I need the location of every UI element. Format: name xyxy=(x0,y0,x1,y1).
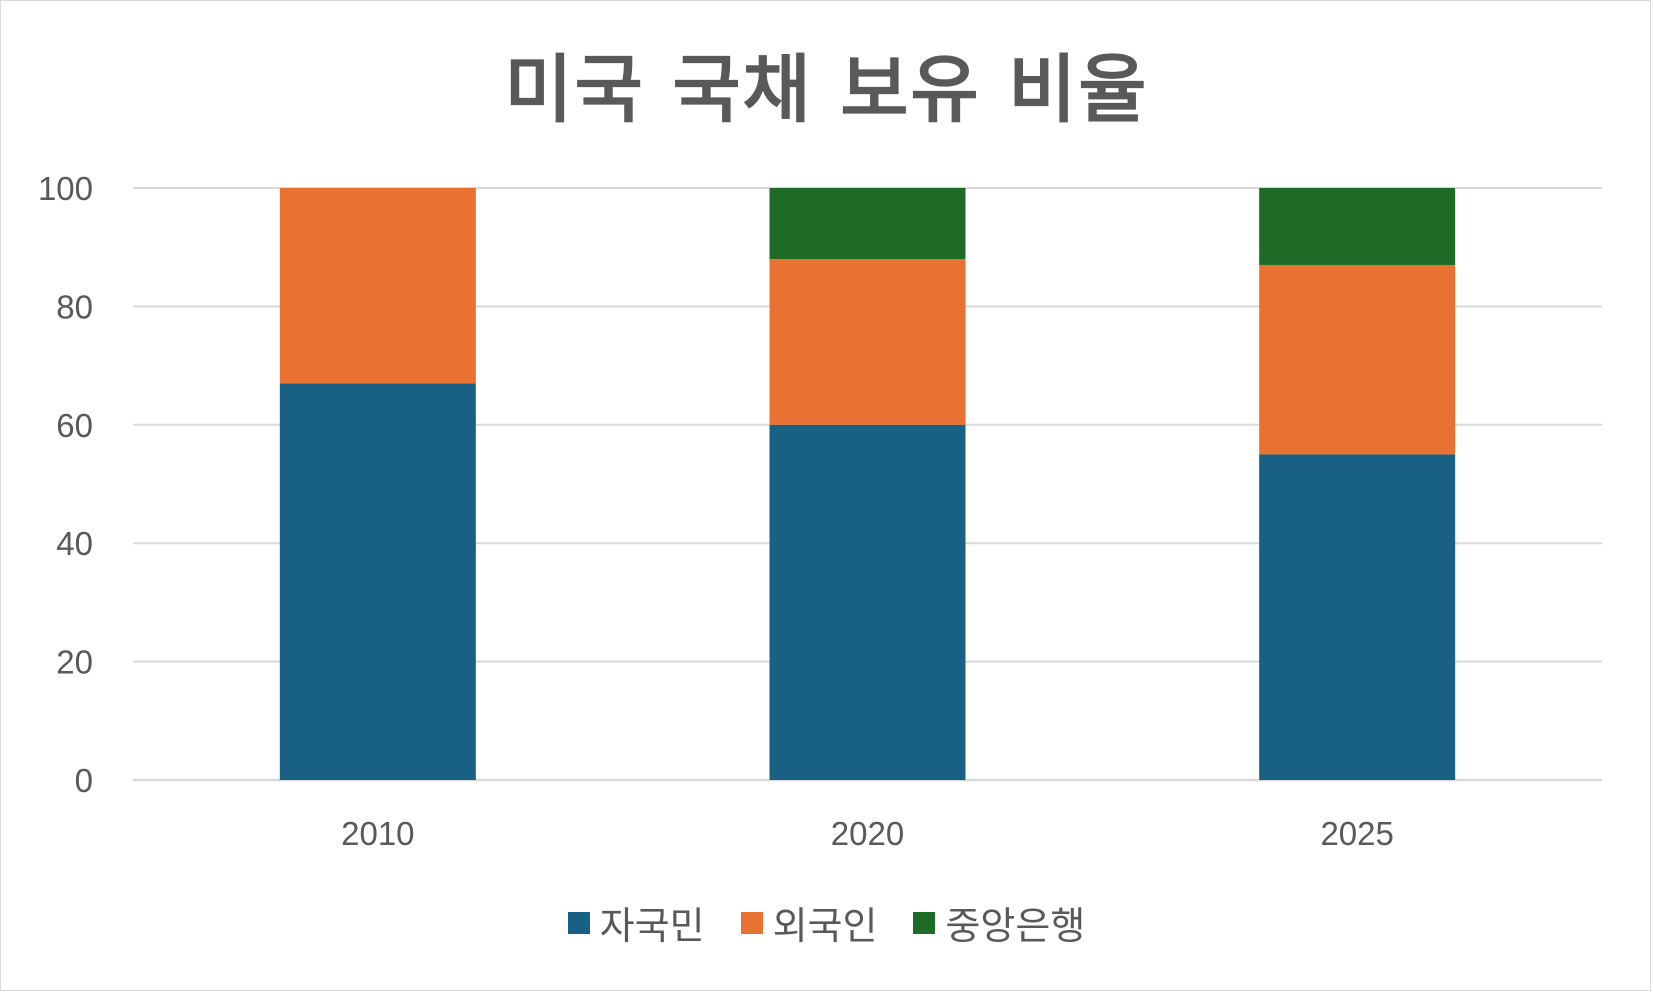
x-tick-label: 2020 xyxy=(831,815,904,852)
bar-2010-series-0 xyxy=(279,383,476,780)
legend-swatch xyxy=(913,911,936,934)
y-tick-label: 40 xyxy=(56,525,93,562)
legend-label: 외국인 xyxy=(772,904,878,948)
chart-legend: 자국민 외국인 중앙은행 xyxy=(0,895,1653,950)
y-tick-label: 0 xyxy=(75,762,93,799)
bar-2010-series-1 xyxy=(279,188,476,384)
legend-item: 중앙은행 xyxy=(913,895,1085,950)
legend-swatch xyxy=(567,911,590,934)
y-tick-label: 100 xyxy=(38,170,93,207)
legend-item: 외국인 xyxy=(740,895,878,950)
y-tick-label: 80 xyxy=(56,288,93,325)
bar-2020-series-2 xyxy=(769,188,966,260)
bar-2020-series-0 xyxy=(769,424,966,780)
x-tick-label: 2010 xyxy=(341,815,414,852)
x-tick-label: 2025 xyxy=(1320,815,1393,852)
chart-title: 미국 국채 보유 비율 xyxy=(504,47,1149,133)
legend-item: 자국민 xyxy=(567,895,705,950)
bar-2025-series-2 xyxy=(1259,188,1456,265)
legend-label: 자국민 xyxy=(599,904,705,948)
bar-2025-series-0 xyxy=(1259,454,1456,780)
bar-2020-series-1 xyxy=(769,259,966,425)
y-tick-label: 60 xyxy=(56,407,93,444)
bar-2025-series-1 xyxy=(1259,264,1456,455)
legend-label: 중앙은행 xyxy=(945,904,1086,948)
legend-swatch xyxy=(740,911,763,934)
y-tick-label: 20 xyxy=(56,644,93,681)
